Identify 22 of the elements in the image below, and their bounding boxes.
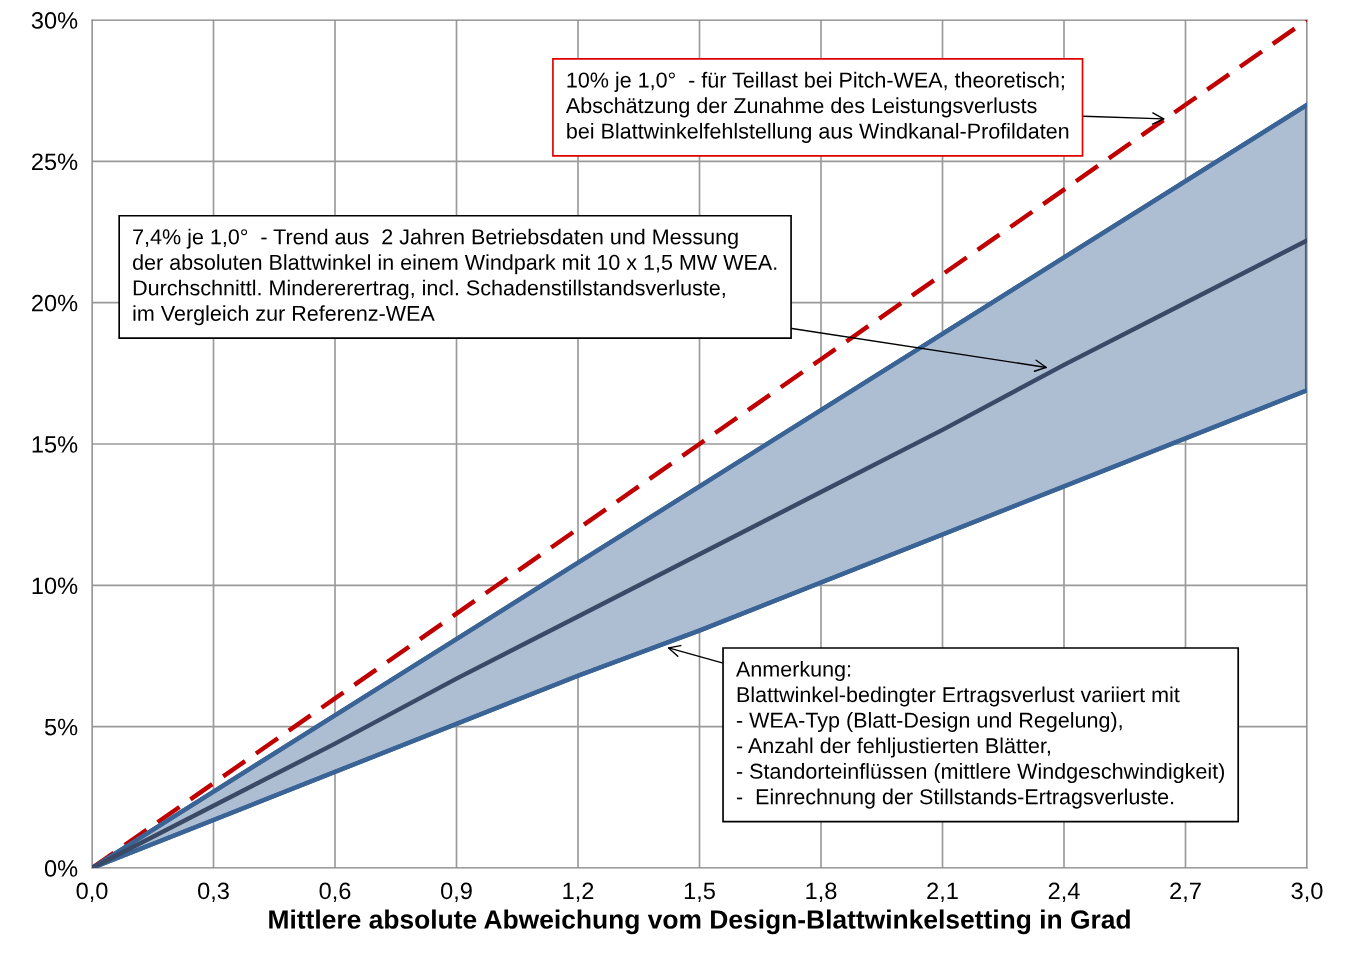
x-tick-label: 2,1 [927,882,958,903]
y-tick-label: 5% [44,718,78,736]
x-tick-label: 1,2 [563,882,594,903]
y-tick-label: 20% [32,294,78,312]
y-tick-label: 15% [32,436,78,453]
x-tick-label: 0,3 [198,882,229,903]
x-tick-label: 2,4 [1048,882,1080,903]
x-tick-label: 0,9 [441,882,472,903]
x-tick-label: 0,6 [319,882,351,903]
y-tick-label: 30% [31,12,78,29]
y-tick-label: 10% [32,577,78,595]
annotation: 10% je 1,0° - für Teillast bei Pitch-WEA, theoretisch; Abschätzung der Zunahme des Leistungsverlusts bei Blattwinkelfehlstellung aus Windkanal-Profildaten [565,71,1069,143]
annotation: Anmerkung: Blattwinkel-bedingter Ertragsverlust variiert mit - WEA-Typ (Blatt-Design und Regelung), - Anzahl der fehljustierten Blätter, - Standorteinflüssen (mittlere Windgeschwindigkeit) - Einrechnung der Stillstands-Ertragsverluste. [735,660,1224,809]
y-tick-label: 25% [32,153,78,171]
x-tick-label: 0,0 [76,882,108,903]
x-tick-label: 1,8 [806,882,837,903]
x-tick-label: 2,7 [1170,882,1201,903]
x-tick-label: 1,5 [684,882,715,903]
x-tick-label: 3,0 [1291,882,1323,903]
x-axis-title: Mittlere absolute Abweichung vom Design-Blattwinkelsetting in Grad [269,909,1130,935]
annotation: 7,4% je 1,0° - Trend aus 2 Jahren Betriebsdaten und Messung der absoluten Blattwinkel in einem Windpark mit 10 x 1,5 MW WEA. Durchschnittl. Mindererertrag, incl. Schadenstillstandsverluste, im Vergleich zur Referenz-WEA [133,228,777,326]
y-tick-label: 0% [44,860,78,877]
